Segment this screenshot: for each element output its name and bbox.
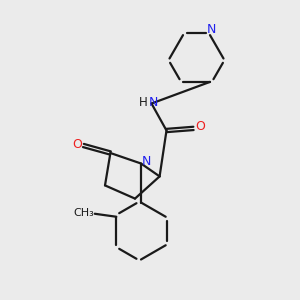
Text: O: O xyxy=(195,120,205,134)
Text: CH₃: CH₃ xyxy=(73,208,94,218)
Text: H: H xyxy=(139,95,148,109)
Text: N: N xyxy=(142,154,151,168)
Text: N: N xyxy=(149,95,159,109)
Text: O: O xyxy=(72,137,82,151)
Text: N: N xyxy=(207,23,216,36)
